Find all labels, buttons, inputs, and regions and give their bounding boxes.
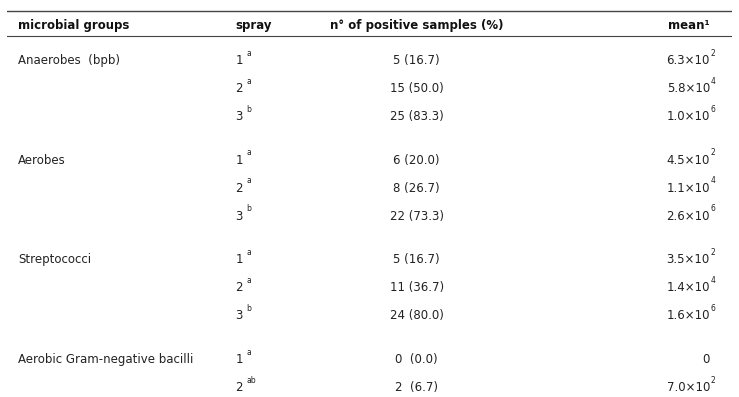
Text: 25 (83.3): 25 (83.3) <box>389 110 443 123</box>
Text: 2.6×10: 2.6×10 <box>667 210 710 223</box>
Text: a: a <box>246 148 251 157</box>
Text: Aerobes: Aerobes <box>18 154 66 167</box>
Text: 2: 2 <box>236 281 243 295</box>
Text: b: b <box>246 105 251 114</box>
Text: a: a <box>246 347 251 357</box>
Text: 3: 3 <box>236 210 243 223</box>
Text: 7.0×10: 7.0×10 <box>667 381 710 394</box>
Text: a: a <box>246 248 251 257</box>
Text: 4.5×10: 4.5×10 <box>667 154 710 167</box>
Text: 5.8×10: 5.8×10 <box>667 82 710 95</box>
Text: 5 (16.7): 5 (16.7) <box>393 253 440 266</box>
Text: 24 (80.0): 24 (80.0) <box>389 310 443 322</box>
Text: 4: 4 <box>711 276 715 285</box>
Text: 5 (16.7): 5 (16.7) <box>393 54 440 67</box>
Text: 6: 6 <box>711 304 715 313</box>
Text: 6 (20.0): 6 (20.0) <box>393 154 440 167</box>
Text: 8 (26.7): 8 (26.7) <box>393 182 440 195</box>
Text: 6.3×10: 6.3×10 <box>667 54 710 67</box>
Text: 3: 3 <box>236 110 243 123</box>
Text: 2: 2 <box>236 381 243 394</box>
Text: 1.1×10: 1.1×10 <box>667 182 710 195</box>
Text: 6: 6 <box>711 204 715 213</box>
Text: 22 (73.3): 22 (73.3) <box>389 210 443 223</box>
Text: 1.0×10: 1.0×10 <box>667 110 710 123</box>
Text: 2: 2 <box>711 376 715 385</box>
Text: Aerobic Gram-negative bacilli: Aerobic Gram-negative bacilli <box>18 353 194 366</box>
Text: a: a <box>246 176 251 185</box>
Text: 15 (50.0): 15 (50.0) <box>389 82 443 95</box>
Text: 1: 1 <box>236 353 243 366</box>
Text: 4: 4 <box>711 77 715 86</box>
Text: 1: 1 <box>236 54 243 67</box>
Text: 3: 3 <box>236 310 243 322</box>
Text: a: a <box>246 77 251 86</box>
Text: 2: 2 <box>236 182 243 195</box>
Text: a: a <box>246 276 251 285</box>
Text: 1: 1 <box>236 253 243 266</box>
Text: a: a <box>246 49 251 58</box>
Text: 2: 2 <box>711 248 715 257</box>
Text: spray: spray <box>236 19 272 32</box>
Text: 2  (6.7): 2 (6.7) <box>395 381 438 394</box>
Text: 1.6×10: 1.6×10 <box>667 310 710 322</box>
Text: Streptococci: Streptococci <box>18 253 92 266</box>
Text: 2: 2 <box>236 82 243 95</box>
Text: 1: 1 <box>236 154 243 167</box>
Text: n° of positive samples (%): n° of positive samples (%) <box>330 19 503 32</box>
Text: 0  (0.0): 0 (0.0) <box>395 353 438 366</box>
Text: ab: ab <box>246 376 256 385</box>
Text: Anaerobes  (bpb): Anaerobes (bpb) <box>18 54 120 67</box>
Text: 2: 2 <box>711 49 715 58</box>
Text: 4: 4 <box>711 176 715 185</box>
Text: 3.5×10: 3.5×10 <box>667 253 710 266</box>
Text: 11 (36.7): 11 (36.7) <box>389 281 443 295</box>
Text: b: b <box>246 304 251 313</box>
Text: 2: 2 <box>711 148 715 157</box>
Text: 1.4×10: 1.4×10 <box>667 281 710 295</box>
Text: 6: 6 <box>711 105 715 114</box>
Text: mean¹: mean¹ <box>668 19 710 32</box>
Text: 0: 0 <box>703 353 710 366</box>
Text: microbial groups: microbial groups <box>18 19 129 32</box>
Text: b: b <box>246 204 251 213</box>
